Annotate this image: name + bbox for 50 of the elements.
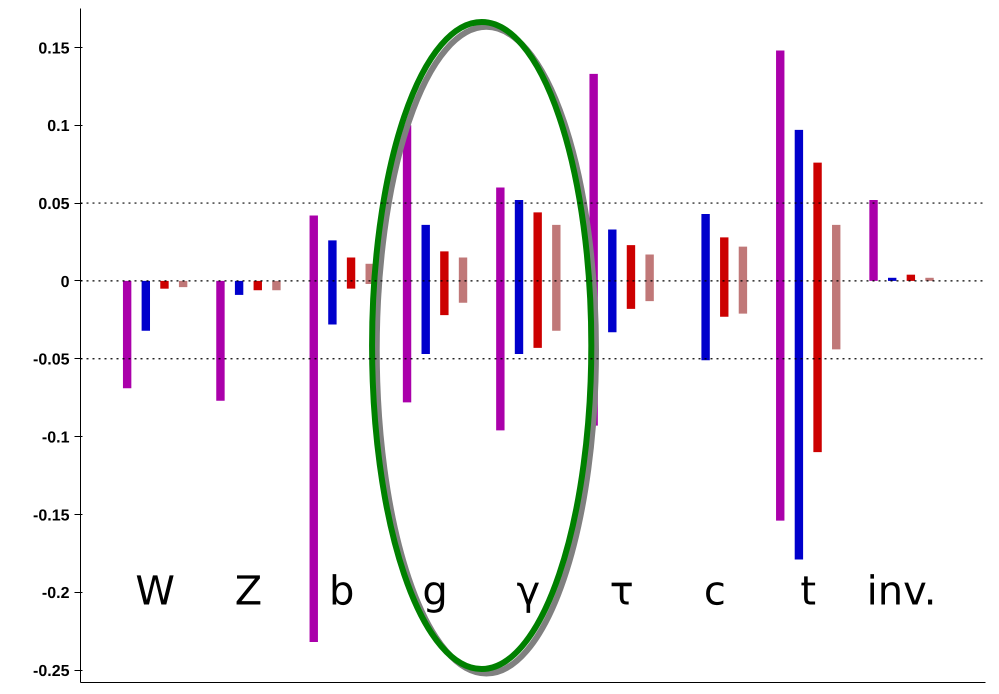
y-tick-label: -0.1 bbox=[42, 430, 70, 447]
bar bbox=[402, 125, 412, 402]
x-tick-label: t bbox=[800, 568, 816, 614]
x-tick-label: c bbox=[704, 568, 726, 614]
bar bbox=[645, 254, 654, 302]
bar bbox=[720, 237, 728, 317]
y-tick-label: 0 bbox=[60, 274, 70, 291]
bar bbox=[832, 224, 840, 350]
y-tick-label: 0.15 bbox=[38, 40, 70, 58]
x-tick-label: g bbox=[422, 568, 448, 614]
bar bbox=[608, 230, 617, 332]
x-tick-label: Z bbox=[234, 568, 262, 614]
bar bbox=[346, 258, 356, 289]
bar bbox=[701, 214, 710, 360]
bar bbox=[906, 274, 916, 281]
y-tick-label: -0.2 bbox=[42, 585, 70, 602]
bar bbox=[272, 280, 281, 290]
x-tick-label: τ bbox=[610, 568, 634, 614]
y-tick-label: -0.25 bbox=[33, 663, 70, 680]
bar bbox=[458, 258, 468, 303]
bar bbox=[626, 245, 636, 309]
y-tick-label: -0.05 bbox=[33, 352, 70, 369]
bar bbox=[738, 246, 748, 314]
y-tick-label: -0.15 bbox=[33, 507, 70, 524]
bar bbox=[813, 162, 822, 452]
bar bbox=[142, 280, 150, 331]
bar bbox=[869, 200, 878, 281]
x-tick-label: W bbox=[135, 568, 175, 614]
bar bbox=[552, 224, 561, 331]
bar bbox=[122, 280, 132, 388]
bar bbox=[160, 280, 169, 289]
bar bbox=[794, 130, 804, 560]
y-tick-label: 0.05 bbox=[38, 196, 70, 214]
bar bbox=[422, 224, 430, 354]
bar bbox=[310, 216, 318, 642]
y-tick-label: 0.1 bbox=[47, 118, 70, 136]
bar bbox=[234, 280, 244, 295]
bar bbox=[440, 251, 449, 316]
x-tick-label: γ bbox=[516, 568, 540, 614]
bar bbox=[254, 280, 262, 290]
bar bbox=[776, 50, 784, 521]
x-tick-label: b bbox=[329, 568, 354, 614]
bar bbox=[328, 240, 337, 324]
bar bbox=[533, 212, 542, 348]
bar bbox=[496, 188, 505, 430]
bar bbox=[514, 200, 524, 354]
bar bbox=[888, 278, 896, 281]
bar bbox=[216, 280, 225, 401]
bar bbox=[178, 280, 188, 288]
x-tick-label: inv. bbox=[866, 568, 936, 614]
